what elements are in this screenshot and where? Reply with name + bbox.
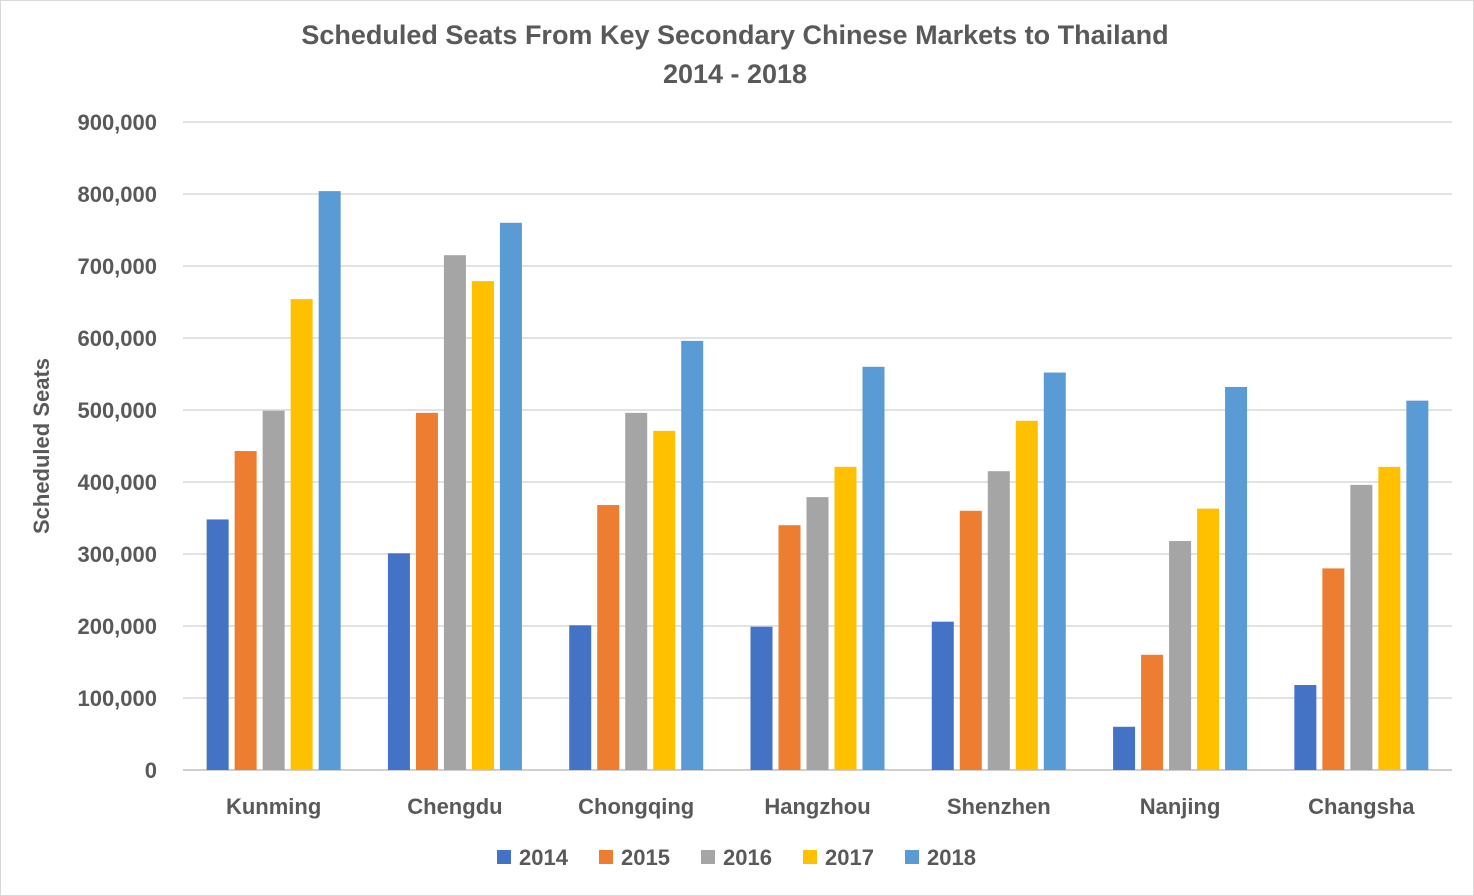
y-tick-label: 800,000 [77,182,157,207]
bar-2016-chongqing [625,412,648,770]
bar-2016-shenzhen [987,471,1010,770]
bars [206,191,1429,771]
bar-2018-shenzhen [1043,372,1066,770]
bar-2015-nanjing [1141,654,1164,770]
chart-title: Scheduled Seats From Key Secondary Chine… [301,20,1168,50]
x-tick-label: Chongqing [578,794,694,819]
x-tick-label: Shenzhen [947,794,1051,819]
bar-2014-chongqing [569,625,592,770]
bar-2015-chengdu [415,412,438,770]
bar-2016-kunming [262,410,285,770]
y-tick-label: 900,000 [77,110,157,135]
bar-2014-changsha [1294,685,1317,770]
chart-subtitle: 2014 - 2018 [663,59,807,89]
legend-swatch [803,850,817,864]
legend: 2014 2015 2016 2017 2018 [497,845,976,870]
legend-label: 2018 [927,845,976,870]
bar-2018-chongqing [681,340,704,770]
bar-2018-nanjing [1225,386,1248,770]
bar-2014-chengdu [387,553,410,770]
x-tick-label: Kunming [226,794,321,819]
legend-label: 2016 [723,845,772,870]
legend-swatch [497,850,511,864]
legend-swatch [905,850,919,864]
bar-2017-chengdu [471,281,494,770]
bar-2014-hangzhou [750,626,773,770]
x-tick-label: Hangzhou [764,794,870,819]
bar-2016-chengdu [443,255,466,770]
bar-2018-chengdu [499,222,522,771]
bar-2018-changsha [1406,400,1429,770]
bar-2015-changsha [1322,568,1345,770]
y-tick-label: 500,000 [77,398,157,423]
bar-2017-changsha [1378,466,1401,770]
legend-label: 2015 [621,845,670,870]
y-tick-label: 200,000 [77,614,157,639]
y-tick-label: 0 [145,758,157,783]
bar-2018-hangzhou [862,366,885,770]
legend-label: 2017 [825,845,874,870]
bar-2015-shenzhen [959,510,982,770]
bar-2014-shenzhen [931,621,954,770]
y-tick-label: 700,000 [77,254,157,279]
legend-label: 2014 [519,845,569,870]
bar-2017-chongqing [653,430,676,770]
y-tick-label: 600,000 [77,326,157,351]
legend-swatch [701,850,715,864]
bar-2017-shenzhen [1015,420,1038,770]
bar-2017-nanjing [1197,508,1220,770]
bar-2015-kunming [234,451,257,770]
bar-2016-changsha [1350,484,1373,770]
bar-2016-hangzhou [806,497,829,770]
y-axis-label: Scheduled Seats [29,358,54,534]
bar-2018-kunming [318,191,341,770]
x-tick-label: Changsha [1308,794,1415,819]
x-tick-label: Nanjing [1140,794,1221,819]
y-axis-ticks: 0 100,000 200,000 300,000 400,000 500,000 600,… [77,110,157,783]
bar-2016-nanjing [1169,541,1192,770]
y-tick-label: 400,000 [77,470,157,495]
bar-2017-hangzhou [834,466,857,770]
bar-2015-hangzhou [778,525,801,770]
y-tick-label: 100,000 [77,686,157,711]
y-tick-label: 300,000 [77,542,157,567]
bar-2014-kunming [206,519,229,770]
x-axis-ticks: Kunming Chengdu Chongqing Hangzhou Shenzhen N… [226,794,1415,819]
bar-2015-chongqing [597,505,620,770]
bar-2017-kunming [290,299,313,770]
x-tick-label: Chengdu [407,794,502,819]
bar-2014-nanjing [1113,726,1136,770]
legend-swatch [599,850,613,864]
